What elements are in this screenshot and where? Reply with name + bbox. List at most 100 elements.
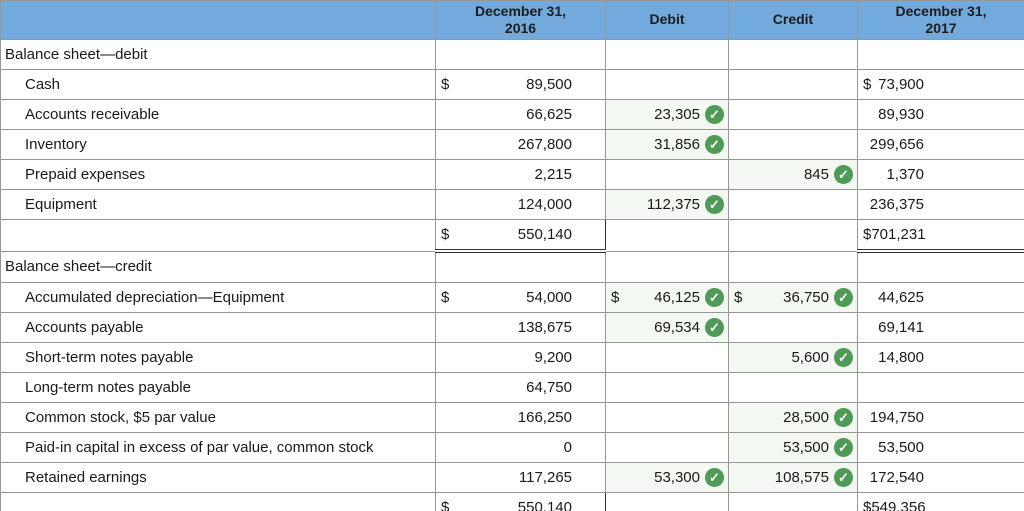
cell-cdebit[interactable]: 69,534 ✓ [605, 312, 729, 343]
value-text: 194,750 [869, 409, 924, 426]
cell-cdebit [605, 159, 729, 190]
cell-ccredit [728, 219, 858, 252]
item-row: Common stock, $5 par value 166,250 28,500 ✓… [0, 402, 1024, 433]
cell-ccredit[interactable]: $36,750 ✓ [728, 282, 858, 313]
row-label: Accounts payable [0, 312, 436, 343]
dollar-sign: $ [863, 226, 872, 243]
cell-content: 166,250 [437, 404, 605, 432]
value-text: 73,900 [878, 76, 924, 93]
cell-content: 53,500 ✓ [730, 434, 857, 462]
cell-content: 31,856 ✓ [607, 131, 728, 159]
cell-c2017: $549,356 [857, 492, 1024, 511]
total-row: $550,140 $701,231 [0, 219, 1024, 253]
cell-c2017 [857, 250, 1024, 283]
value-text: 89,500 [526, 76, 572, 93]
cell-ccredit[interactable]: 28,500 ✓ [728, 402, 858, 433]
cell-c2016: 2,215 [435, 159, 606, 190]
cell-cdebit[interactable]: 53,300 ✓ [605, 462, 729, 493]
item-row: Short-term notes payable 9,200 5,600 ✓ 14,80… [0, 342, 1024, 373]
cell-content: 23,305 ✓ [607, 101, 728, 129]
dollar-sign: $ [441, 289, 450, 306]
cell-c2017: $701,231 [857, 219, 1024, 253]
cell-cdebit[interactable]: 112,375 ✓ [605, 189, 729, 220]
cell-content: 1,370 [859, 161, 1024, 189]
cell-content: 2,215 [437, 161, 605, 189]
check-icon: ✓ [834, 165, 853, 184]
value-text: 89,930 [878, 106, 924, 123]
row-label: Retained earnings [0, 462, 436, 493]
cell-content: $550,140 [437, 493, 605, 511]
value-text: 53,300 [654, 469, 700, 486]
value-text: 299,656 [869, 136, 924, 153]
cell-content: 89,930 [859, 101, 1024, 129]
value-text: 14,800 [878, 349, 924, 366]
header-cell-c2017: December 31, 2017 [857, 0, 1024, 40]
cell-c2017: $73,900 [857, 69, 1024, 100]
cell-ccredit [728, 372, 858, 403]
cell-ccredit[interactable]: 108,575 ✓ [728, 462, 858, 493]
value-text: 69,141 [878, 319, 924, 336]
cell-c2017: 89,930 [857, 99, 1024, 130]
check-icon: ✓ [834, 468, 853, 487]
cell-c2016: 166,250 [435, 402, 606, 433]
cell-ccredit [728, 312, 858, 343]
item-row: Cash $89,500 $73,900 [0, 69, 1024, 100]
item-row: Accumulated depreciation—Equipment $54,00… [0, 282, 1024, 313]
cell-ccredit[interactable]: 5,600 ✓ [728, 342, 858, 373]
header-cell-ccredit: Credit [728, 0, 858, 40]
item-row: Accounts receivable 66,625 23,305 ✓ 89,930 [0, 99, 1024, 130]
cell-ccredit[interactable]: 53,500 ✓ [728, 432, 858, 463]
cell-c2016: 66,625 [435, 99, 606, 130]
cell-c2017: 299,656 [857, 129, 1024, 160]
cell-content: $549,356 [859, 493, 1024, 511]
cell-c2016: 117,265 [435, 462, 606, 493]
cell-cdebit [605, 432, 729, 463]
cell-cdebit[interactable]: 31,856 ✓ [605, 129, 729, 160]
cell-content: 14,800 [859, 344, 1024, 372]
cell-content: 9,200 [437, 344, 605, 372]
value-text: 5,600 [791, 349, 829, 366]
cell-c2016: $89,500 [435, 69, 606, 100]
value-text: 108,575 [774, 469, 829, 486]
cell-c2016: $550,140 [435, 492, 606, 511]
cell-cdebit[interactable]: $46,125 ✓ [605, 282, 729, 313]
cell-content: 44,625 [859, 284, 1024, 312]
check-icon: ✓ [834, 288, 853, 307]
cell-content: 28,500 ✓ [730, 404, 857, 432]
header-cell-c2016: December 31, 2016 [435, 0, 606, 40]
section-row: Balance sheet—credit [0, 250, 1024, 283]
cell-c2017 [857, 39, 1024, 70]
cell-c2016: $550,140 [435, 219, 606, 253]
row-label: Accumulated depreciation—Equipment [0, 282, 436, 313]
cell-c2016: $54,000 [435, 282, 606, 313]
cell-cdebit[interactable]: 23,305 ✓ [605, 99, 729, 130]
row-label: Inventory [0, 129, 436, 160]
value-text: 117,265 [518, 469, 572, 486]
cell-cdebit [605, 39, 729, 70]
cell-cdebit [605, 69, 729, 100]
cell-cdebit [605, 250, 729, 283]
cell-c2017: 172,540 [857, 462, 1024, 493]
cell-ccredit[interactable]: 845 ✓ [728, 159, 858, 190]
header-cell-blank [0, 0, 436, 40]
value-text: 9,200 [534, 349, 572, 366]
row-label: Balance sheet—debit [0, 39, 436, 70]
cell-content: 194,750 [859, 404, 1024, 432]
worksheet-body: Balance sheet—debit Cash $89,500 $73,900 Acc… [0, 39, 1024, 511]
row-label: Prepaid expenses [0, 159, 436, 190]
dollar-sign: $ [611, 289, 620, 306]
value-text: 236,375 [869, 196, 924, 213]
cell-cdebit [605, 342, 729, 373]
dollar-sign: $ [441, 76, 450, 93]
value-text: 28,500 [783, 409, 829, 426]
cell-content: 117,265 [437, 464, 605, 492]
row-label: Cash [0, 69, 436, 100]
cell-content: 172,540 [859, 464, 1024, 492]
section-row: Balance sheet—debit [0, 39, 1024, 70]
cell-content: 267,800 [437, 131, 605, 159]
value-text: 845 [803, 166, 829, 183]
value-text: 0 [563, 439, 572, 456]
cell-content: 5,600 ✓ [730, 344, 857, 372]
value-text: 46,125 [654, 289, 700, 306]
